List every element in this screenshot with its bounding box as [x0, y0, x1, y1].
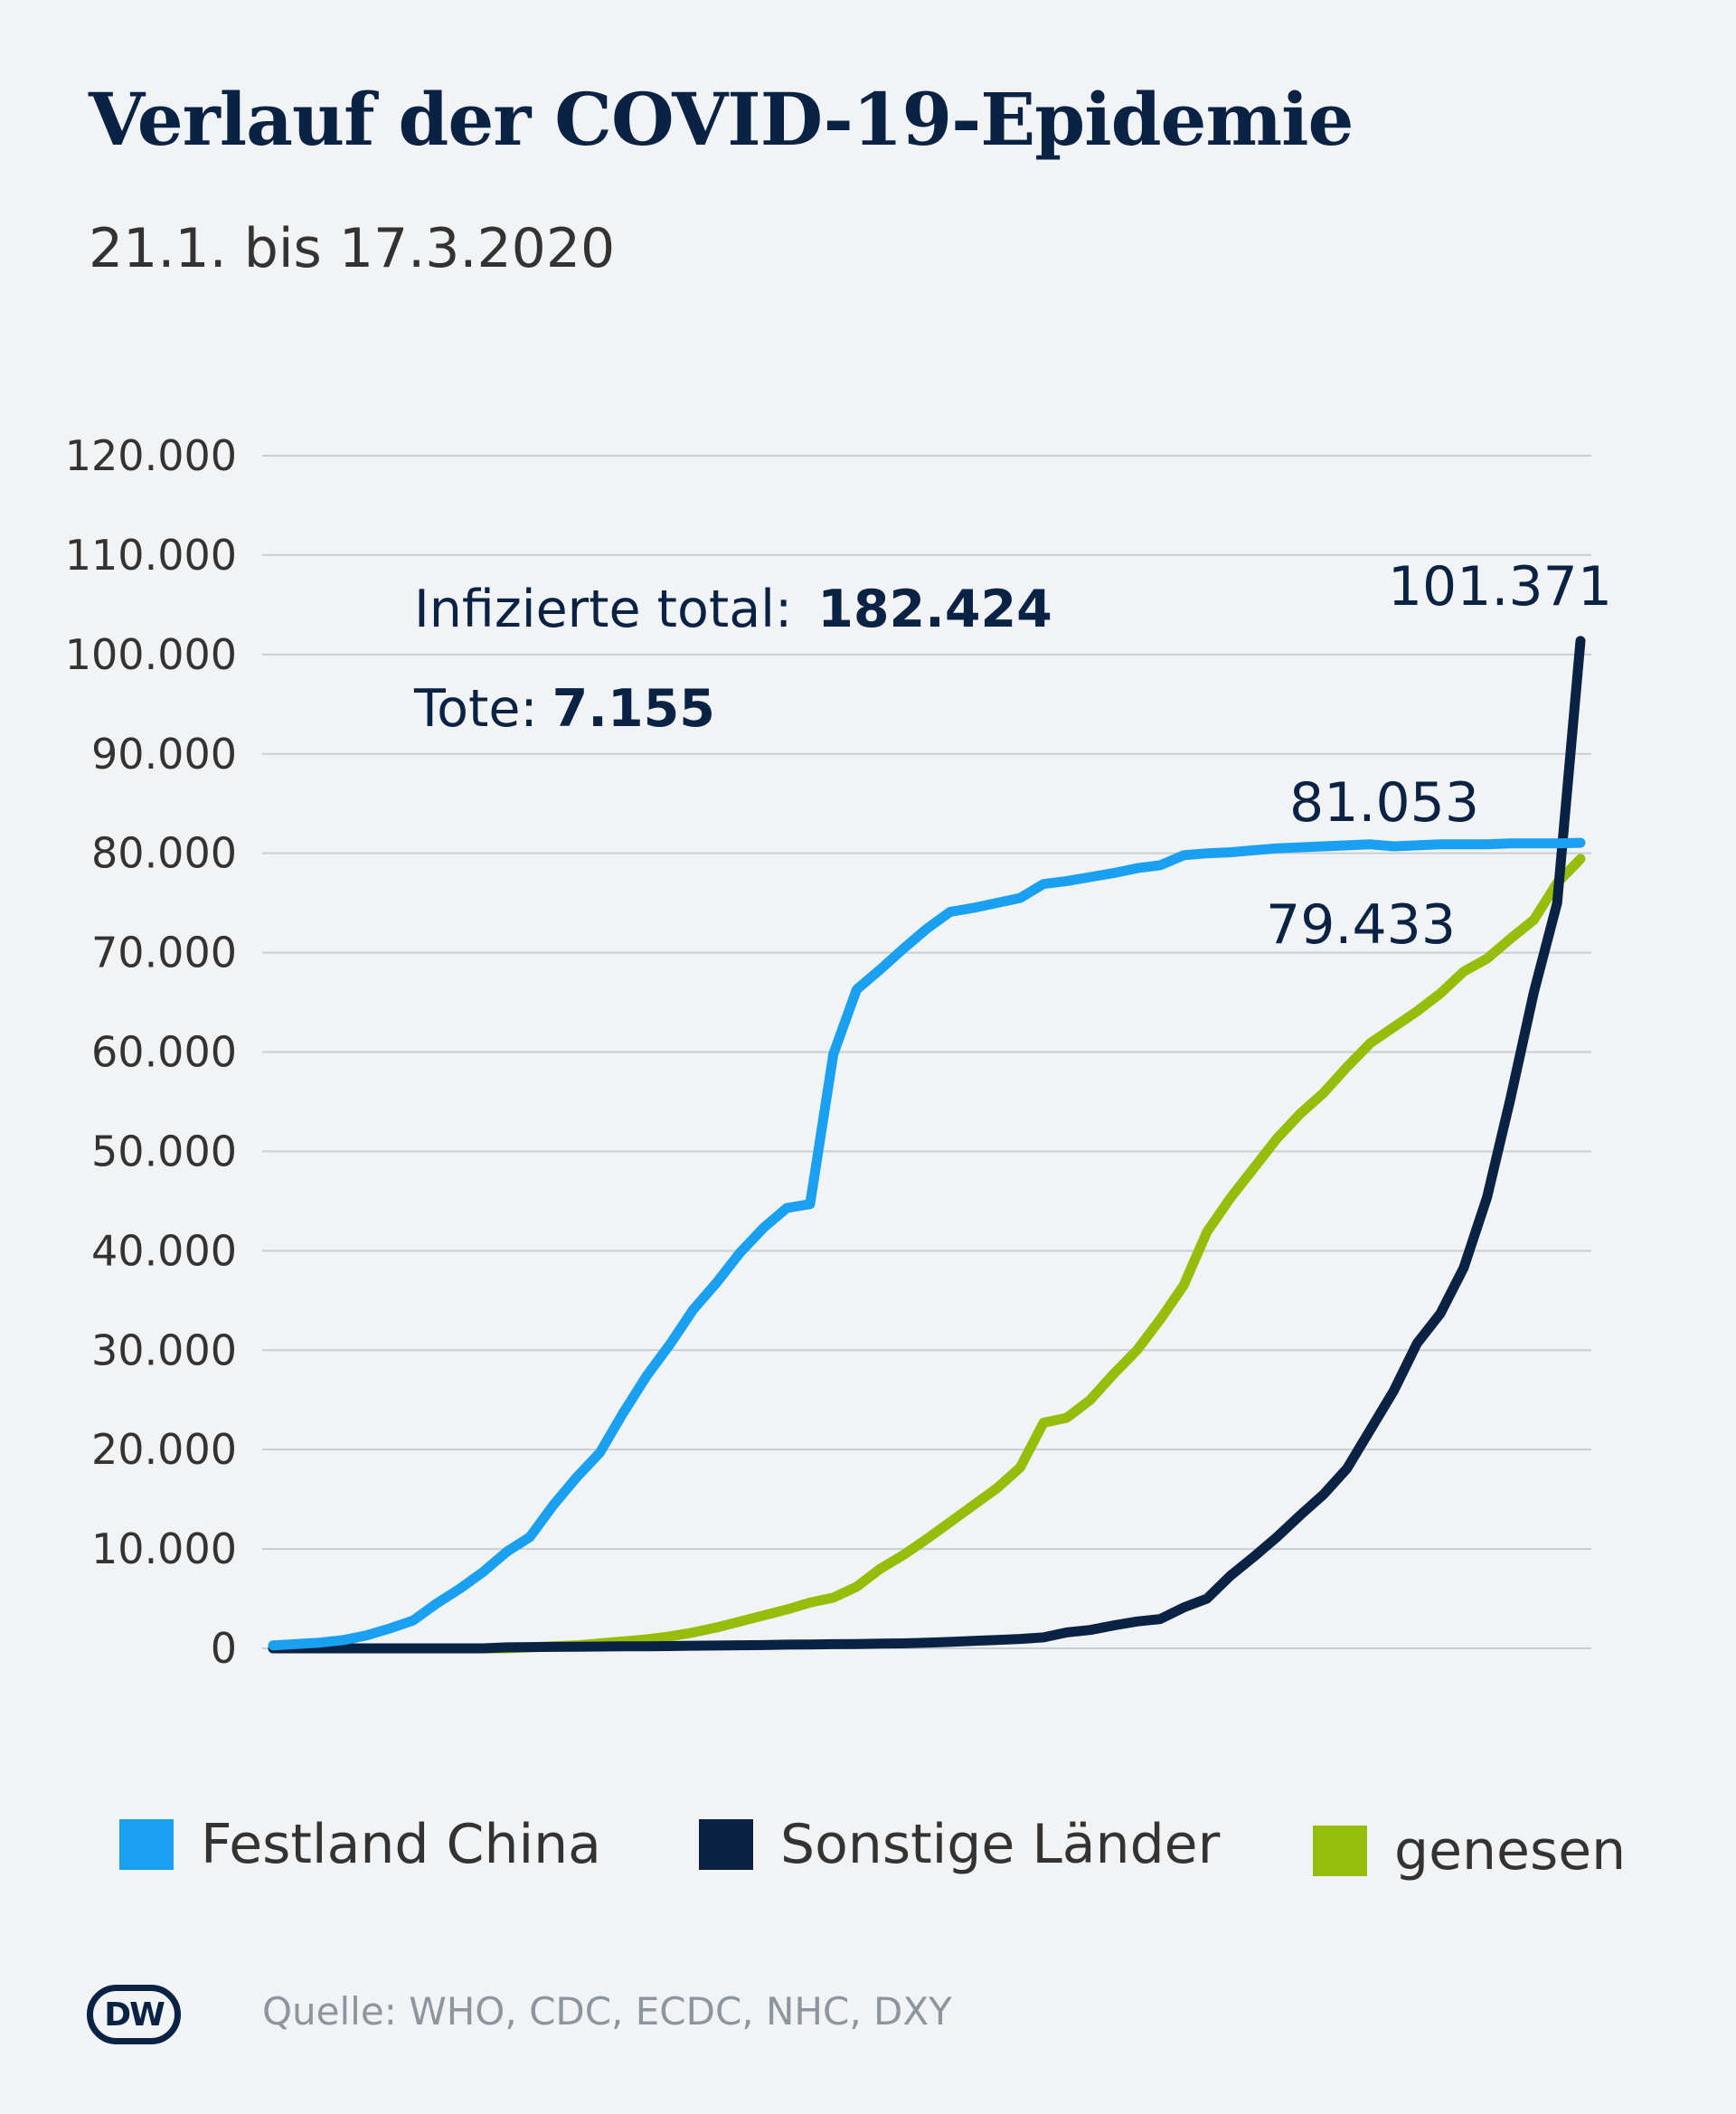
series-line-2: [268, 854, 1586, 1654]
y-tick-label: 10.000: [91, 1524, 237, 1573]
legend-item-recovered: genesen: [1313, 1819, 1626, 1883]
series-lines: [268, 636, 1586, 1654]
infected-value: 182.424: [817, 580, 1052, 639]
legend-item-other-countries: Sonstige Länder: [699, 1813, 1220, 1876]
legend-label-other-countries: Sonstige Länder: [780, 1813, 1221, 1876]
legend-item-china: Festland China: [119, 1813, 601, 1876]
legend-label-china: Festland China: [201, 1813, 601, 1876]
y-tick-label: 60.000: [91, 1028, 237, 1077]
y-tick-label: 120.000: [65, 431, 237, 480]
legend-swatch-china: [119, 1819, 174, 1870]
end-label-0: 81.053: [1289, 771, 1479, 835]
grid-lines: [262, 455, 1591, 1649]
chart-title: Verlauf der COVID-19-Epidemie: [89, 77, 1354, 162]
y-tick-label: 100.000: [65, 630, 237, 679]
deaths-label: Tote:: [413, 679, 538, 739]
chart-subtitle: 21.1. bis 17.3.2020: [89, 217, 616, 280]
deaths-value: 7.155: [552, 679, 715, 739]
legend-label-recovered: genesen: [1394, 1819, 1627, 1883]
end-label-2: 79.433: [1266, 893, 1456, 957]
y-axis-labels: 0 10.000 20.000 30.000 40.000 50.000 60.000 70.…: [65, 431, 237, 1673]
source-note: Quelle: WHO, CDC, ECDC, NHC, DXY: [262, 1989, 952, 2034]
end-labels: 81.053 101.371 79.433: [1266, 555, 1612, 957]
y-tick-label: 20.000: [91, 1425, 237, 1474]
series-line-1: [268, 636, 1586, 1654]
y-tick-label: 50.000: [91, 1127, 237, 1175]
y-tick-label: 30.000: [91, 1326, 237, 1374]
y-tick-label: 110.000: [65, 531, 237, 580]
infected-label: Infizierte total:: [414, 580, 792, 639]
end-label-1: 101.371: [1388, 555, 1612, 618]
dw-logo: DW: [87, 1985, 181, 2044]
y-tick-label: 70.000: [91, 929, 237, 977]
y-tick-label: 80.000: [91, 829, 237, 878]
line-chart: 0 10.000 20.000 30.000 40.000 50.000 60.000 70.…: [65, 431, 1612, 1673]
y-tick-label: 40.000: [91, 1226, 237, 1275]
infected-annotation: Infizierte total: 182.424: [414, 580, 1052, 639]
legend-swatch-other-countries: [699, 1819, 753, 1870]
legend-swatch-recovered: [1313, 1826, 1367, 1876]
series-line-0: [268, 837, 1586, 1651]
y-tick-label: 90.000: [91, 730, 237, 779]
y-tick-label: 0: [211, 1624, 237, 1673]
deaths-annotation: Tote: 7.155: [413, 679, 715, 739]
